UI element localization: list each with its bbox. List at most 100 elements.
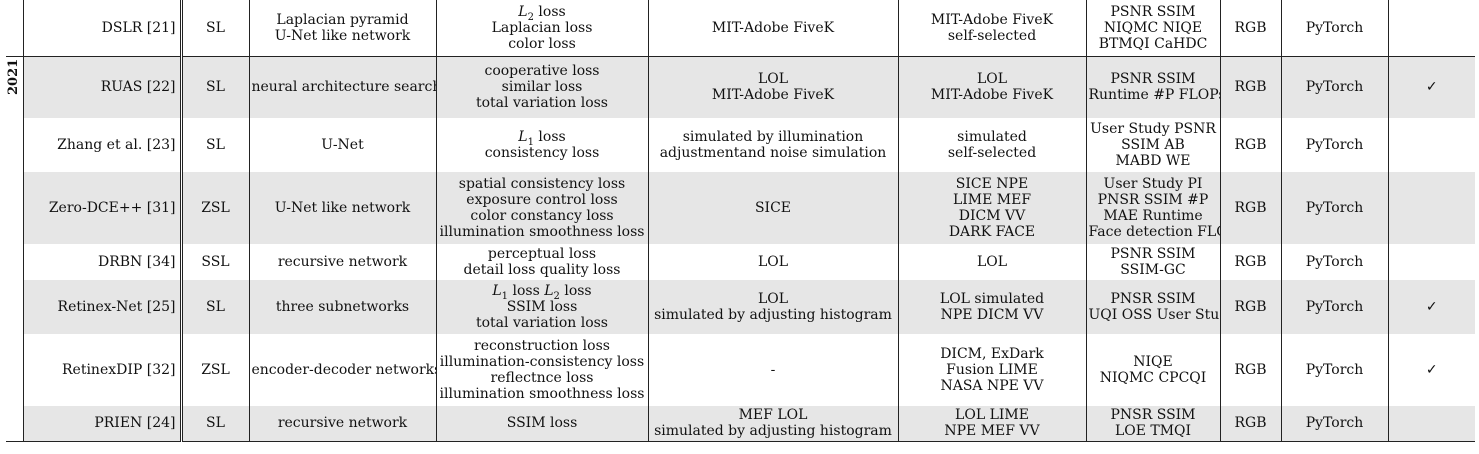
evaluation-metric-line: NIQMC NIQE — [1103, 19, 1203, 36]
testing-data-cell: SICE NPE LIME MEF DICM VV DARK FACE — [897, 172, 1086, 244]
method-text: DSLR [21] — [101, 19, 176, 36]
platform-text: PyTorch — [1305, 415, 1364, 432]
training-data-line: LOL — [757, 71, 789, 88]
training-data-cell: MIT-Adobe FiveK — [647, 0, 898, 56]
loss-function-line: L1 loss L2 loss — [492, 283, 592, 302]
loss-function-cell: reconstruction loss illumination-consiste… — [435, 334, 648, 406]
learning-strategy-cell: ZSL — [180, 334, 249, 406]
year-cell — [6, 172, 24, 244]
year-cell — [6, 406, 24, 442]
testing-data-cell: LOL LIME NPE MEF VV — [897, 406, 1086, 442]
loss-function-line: L2 loss — [518, 3, 566, 23]
method-cell: RUAS [22] — [23, 55, 183, 118]
evaluation-metric-cell: User Study PI PNSR SSIM #P MAE Runtime Face… — [1085, 172, 1220, 244]
method-cell: Retinex-Net [25] — [23, 280, 183, 334]
learning-strategy-text: SSL — [201, 254, 230, 270]
year-cell — [6, 334, 24, 406]
architecture-line: encoder-decoder networks — [251, 362, 437, 378]
illumination-check-cell — [1387, 118, 1475, 172]
method-cell: DSLR [21] — [23, 0, 183, 56]
testing-data-line: self-selected — [947, 27, 1037, 44]
learning-strategy-text: ZSL — [201, 362, 230, 378]
loss-function-line: perceptual loss — [487, 246, 597, 262]
table-row: DRBN [34] SSL recursive network perceptual … — [6, 244, 1475, 280]
architecture-cell: recursive network — [248, 406, 436, 442]
platform-cell: PyTorch — [1280, 406, 1388, 442]
testing-data-cell: MIT-Adobe FiveK self-selected — [897, 0, 1086, 56]
training-data-line: adjustmentand noise simulation — [659, 145, 887, 161]
format-text: RGB — [1234, 200, 1267, 216]
table-row: RetinexDIP [32] ZSL encoder-decoder networ… — [6, 334, 1475, 406]
table-row: DSLR [21] SL Laplacian pyramid U-Net like n… — [6, 0, 1475, 56]
training-data-line: LOL — [757, 291, 789, 307]
table-row: Zero-DCE++ [31] ZSL U-Net like network spat… — [6, 172, 1475, 244]
evaluation-metric-line: PNSR SSIM — [1110, 291, 1196, 307]
training-data-cell: LOL MIT-Adobe FiveK — [647, 55, 898, 118]
table-body: DSLR [21] SL Laplacian pyramid U-Net like n… — [6, 0, 1475, 442]
training-data-line: simulated by adjusting histogram — [654, 423, 892, 440]
loss-function-line: reconstruction loss — [474, 338, 610, 354]
platform-text: PyTorch — [1305, 79, 1364, 96]
loss-function-line: total variation loss — [475, 95, 608, 112]
evaluation-metric-line: PSNR SSIM — [1110, 3, 1196, 20]
method-cell: PRIEN [24] — [23, 406, 183, 442]
loss-function-line: consistency loss — [484, 145, 600, 161]
evaluation-metric-line: BTMQI CaHDC — [1098, 35, 1208, 52]
training-data-line: MIT-Adobe FiveK — [711, 87, 835, 104]
learning-strategy-text: ZSL — [201, 200, 230, 216]
year-cell — [6, 118, 24, 172]
architecture-line: neural architecture search — [251, 79, 437, 96]
loss-function-line: L1 loss — [518, 129, 566, 148]
learning-strategy-text: SL — [206, 19, 225, 36]
evaluation-metric-line: SSIM-GC — [1120, 262, 1186, 278]
training-data-cell: LOL — [647, 244, 898, 280]
format-cell: RGB — [1219, 334, 1281, 406]
evaluation-metric-line: MABD WE — [1115, 153, 1191, 169]
testing-data-line: LIME MEF — [952, 192, 1032, 208]
architecture-line: U-Net — [321, 137, 364, 153]
architecture-cell: three subnetworks — [248, 280, 436, 334]
method-cell: Zero-DCE++ [31] — [23, 172, 183, 244]
learning-strategy-cell: SL — [180, 280, 249, 334]
loss-function-line: color loss — [508, 35, 576, 52]
loss-function-line: detail loss quality loss — [463, 262, 621, 278]
format-text: RGB — [1234, 362, 1267, 378]
illumination-check-text: ✓ — [1425, 362, 1438, 378]
learning-strategy-cell: SL — [180, 0, 249, 56]
loss-function-line: spatial consistency loss — [458, 176, 626, 192]
evaluation-metric-cell: NIQE NIQMC CPCQI — [1085, 334, 1220, 406]
platform-cell: PyTorch — [1280, 55, 1388, 118]
testing-data-line: LOL — [976, 254, 1008, 270]
illumination-check-cell: ✓ — [1387, 280, 1475, 334]
learning-strategy-cell: SSL — [180, 244, 249, 280]
learning-strategy-cell: SL — [180, 406, 249, 442]
training-data-cell: simulated by illumination adjustmentand n… — [647, 118, 898, 172]
evaluation-metric-cell: PSNR SSIM NIQMC NIQE BTMQI CaHDC — [1085, 0, 1220, 56]
platform-text: PyTorch — [1305, 254, 1364, 270]
table-row: Retinex-Net [25] SL three subnetworks L1 lo… — [6, 280, 1475, 334]
platform-cell: PyTorch — [1280, 244, 1388, 280]
format-cell: RGB — [1219, 118, 1281, 172]
evaluation-metric-line: PNSR SSIM — [1110, 407, 1196, 424]
format-cell: RGB — [1219, 244, 1281, 280]
testing-data-line: simulated — [957, 129, 1027, 145]
testing-data-line: Fusion LIME — [946, 362, 1038, 378]
illumination-check-cell: ✓ — [1387, 55, 1475, 118]
format-text: RGB — [1234, 415, 1267, 432]
architecture-cell: encoder-decoder networks — [248, 334, 437, 406]
training-data-line: MEF LOL — [738, 407, 808, 424]
loss-function-line: similar loss — [501, 79, 583, 96]
testing-data-line: DICM VV — [958, 208, 1026, 224]
year-cell — [6, 280, 24, 334]
training-data-line: MIT-Adobe FiveK — [711, 19, 835, 36]
evaluation-metric-line: PNSR SSIM #P — [1097, 192, 1209, 208]
testing-data-cell: simulated self-selected — [897, 118, 1086, 172]
year-cell: 2021 — [6, 55, 24, 118]
format-text: RGB — [1234, 299, 1267, 315]
method-cell: RetinexDIP [32] — [23, 334, 183, 406]
method-text: RUAS [22] — [100, 79, 176, 96]
methods-comparison-table: DSLR [21] SL Laplacian pyramid U-Net like n… — [6, 0, 1475, 442]
learning-strategy-text: SL — [206, 299, 225, 315]
architecture-cell: U-Net — [248, 118, 436, 172]
learning-strategy-cell: ZSL — [180, 172, 249, 244]
